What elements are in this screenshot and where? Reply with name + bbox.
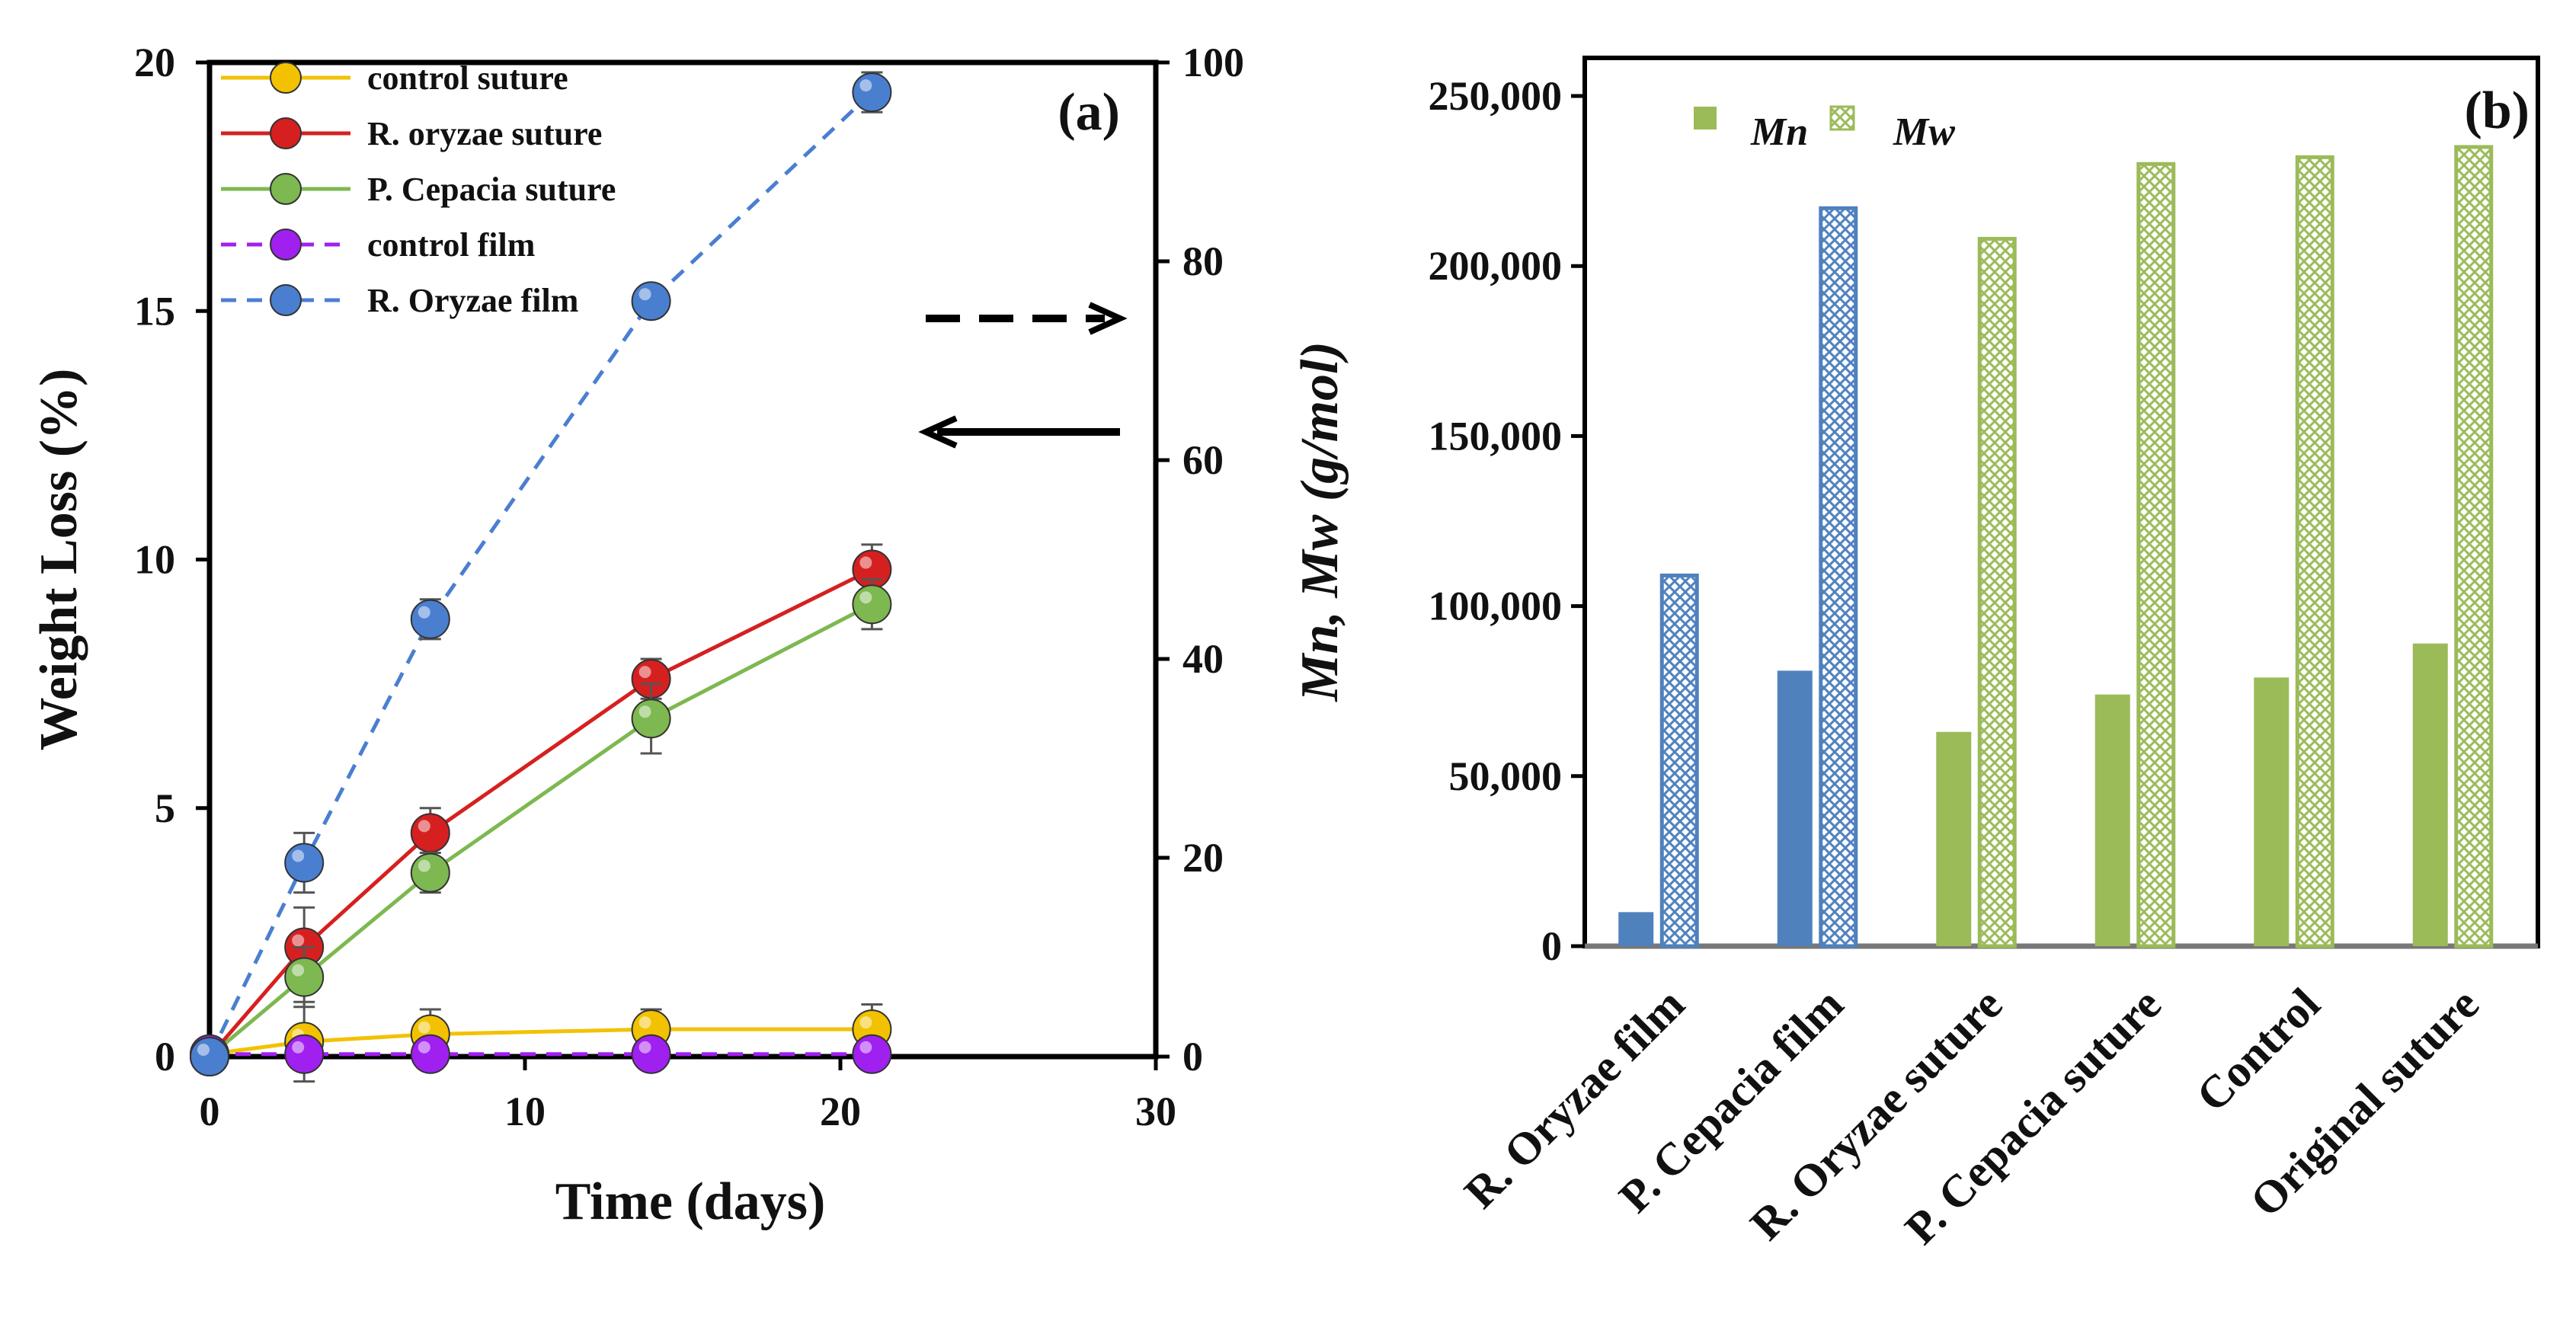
data-point-highlight — [638, 1016, 651, 1029]
y-tick-label: 15 — [134, 288, 175, 334]
y-tick-label: 0 — [155, 1034, 175, 1079]
y-tick-label: 5 — [155, 785, 175, 831]
data-point — [284, 843, 325, 883]
x-axis-title: Time (days) — [555, 1172, 826, 1231]
series-line — [207, 91, 874, 1058]
bar-mw — [2136, 162, 2176, 948]
data-point-highlight — [859, 591, 872, 604]
y-tick-label: 10 — [134, 537, 175, 583]
y2-tick-label: 80 — [1182, 238, 1224, 284]
y2-tick-label: 40 — [1182, 636, 1224, 682]
bar-mw — [1819, 206, 1858, 948]
data-point-highlight — [638, 1041, 651, 1054]
legend-mn-label: Mn — [1750, 110, 1808, 154]
data-point — [284, 1034, 325, 1074]
y2-tick-label: 20 — [1182, 835, 1224, 881]
arrowhead-right-icon — [1088, 302, 1128, 335]
data-point-highlight — [292, 1041, 305, 1054]
x-tick-label: 0 — [200, 1089, 220, 1134]
data-point-highlight — [859, 1041, 872, 1054]
legend-marker — [270, 284, 302, 316]
data-point-highlight — [418, 820, 430, 833]
legend-marker — [270, 173, 302, 205]
data-point — [190, 1037, 229, 1076]
data-point — [410, 852, 450, 893]
y-tick-label: 0 — [1541, 923, 1562, 969]
bar-mw — [1659, 573, 1699, 948]
bar-mw — [1977, 236, 2017, 948]
legend-label: control suture — [367, 59, 568, 97]
data-point — [284, 957, 325, 997]
data-point — [852, 1034, 892, 1074]
panel-label: (a) — [1058, 83, 1120, 142]
data-point-highlight — [638, 288, 651, 301]
y-tick-label: 50,000 — [1449, 753, 1563, 799]
bar-mw — [2295, 155, 2334, 948]
data-point — [631, 281, 671, 321]
data-point — [852, 72, 892, 113]
x-tick-label: Control — [2187, 979, 2329, 1121]
y-axis-title: Weight Loss (%) — [30, 369, 88, 751]
y-tick-label: 150,000 — [1429, 413, 1563, 459]
x-tick-label: 30 — [1135, 1089, 1176, 1134]
data-point-highlight — [638, 666, 651, 679]
data-point — [410, 1034, 450, 1074]
data-point-highlight — [292, 849, 305, 862]
bar-mw — [2454, 145, 2494, 948]
data-point — [631, 1034, 671, 1074]
bar-mn — [1936, 731, 1972, 946]
data-point-highlight — [859, 79, 872, 92]
plot-frame — [1582, 56, 2540, 948]
legend-label: control film — [367, 226, 535, 264]
y-tick-label: 100,000 — [1429, 584, 1563, 629]
data-point — [410, 599, 450, 639]
series-1 — [190, 543, 892, 1076]
bar-mn — [2254, 677, 2290, 946]
y-tick-label: 200,000 — [1429, 243, 1563, 289]
bar-mn — [2094, 694, 2130, 946]
y-tick-label: 250,000 — [1429, 73, 1563, 119]
data-point — [631, 699, 671, 739]
data-point-highlight — [292, 934, 305, 947]
data-point-highlight — [418, 1041, 430, 1054]
y2-tick-label: 100 — [1182, 40, 1244, 85]
legend-marker — [270, 229, 302, 261]
y-tick-label: 20 — [134, 40, 175, 85]
data-point — [410, 813, 450, 853]
data-point-highlight — [197, 1044, 210, 1056]
series-4 — [190, 71, 892, 1076]
plot-frame — [206, 59, 1159, 1060]
legend-mw-label: Mw — [1893, 110, 1955, 154]
data-point-highlight — [418, 859, 430, 872]
data-point-highlight — [638, 705, 651, 718]
legend-label: R. Oryzae film — [367, 282, 578, 319]
legend-marker — [270, 62, 302, 94]
arrowhead-left-icon — [918, 415, 958, 449]
bar-mn — [1618, 912, 1654, 946]
data-point — [852, 584, 892, 625]
bar-mn — [1777, 670, 1813, 946]
legend-label: P. Cepacia suture — [367, 171, 616, 208]
legend-label: R. oryzae suture — [367, 115, 602, 152]
legend-marker — [270, 117, 302, 149]
bar-mn — [2412, 643, 2448, 946]
data-point-highlight — [418, 1021, 430, 1034]
y2-axis-title: Mn, Mw (g/mol) — [1291, 341, 1349, 702]
x-tick-label: 10 — [504, 1089, 546, 1134]
legend-mn-swatch — [1694, 107, 1717, 130]
x-tick-label: 20 — [820, 1089, 861, 1134]
data-point-highlight — [859, 556, 872, 569]
panel-label: (b) — [2464, 82, 2530, 140]
data-point-highlight — [292, 964, 305, 977]
y2-tick-label: 0 — [1182, 1034, 1203, 1079]
data-point-highlight — [859, 1016, 872, 1029]
data-point-highlight — [418, 606, 430, 619]
y2-tick-label: 60 — [1182, 437, 1224, 483]
legend-mw-swatch — [1829, 105, 1855, 131]
